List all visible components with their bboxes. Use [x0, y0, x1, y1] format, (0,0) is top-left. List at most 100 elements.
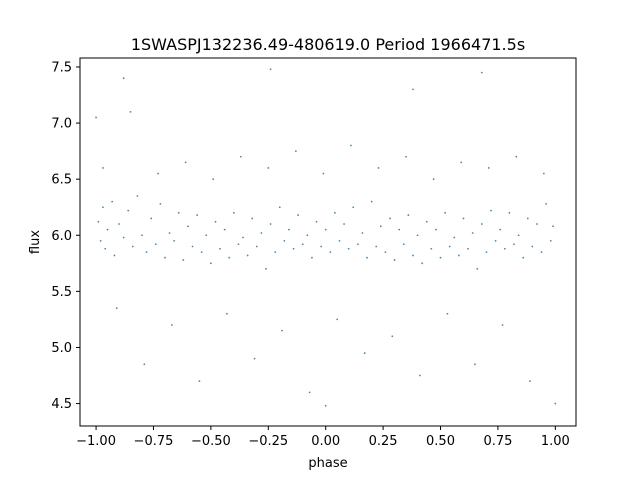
data-point: [288, 228, 290, 231]
data-point: [170, 324, 173, 326]
data-point: [366, 256, 368, 259]
data-point: [421, 262, 424, 265]
data-point: [253, 357, 256, 360]
data-point: [118, 223, 120, 225]
data-point: [384, 251, 387, 254]
x-tick-label: −1.00: [76, 434, 116, 449]
data-point: [542, 172, 545, 175]
data-point: [513, 243, 515, 246]
data-point: [104, 247, 107, 250]
data-point: [154, 243, 157, 246]
data-point: [474, 363, 476, 366]
data-point: [350, 144, 352, 147]
data-point: [379, 225, 382, 228]
data-point: [338, 239, 341, 242]
data-point: [127, 209, 130, 212]
y-tick-label: 5.0: [51, 341, 72, 356]
data-point: [297, 214, 300, 216]
data-point: [391, 335, 394, 338]
data-point: [439, 256, 442, 259]
data-point: [462, 217, 465, 220]
data-point: [265, 268, 267, 270]
data-point: [457, 254, 460, 257]
data-point: [159, 202, 162, 205]
data-point: [198, 380, 201, 383]
data-point: [294, 150, 297, 153]
data-point: [418, 374, 421, 377]
data-point: [471, 232, 474, 234]
data-point: [301, 243, 304, 246]
data-point: [503, 247, 506, 250]
data-point: [460, 161, 463, 164]
data-point: [177, 211, 180, 214]
data-point: [267, 167, 270, 169]
data-point: [212, 178, 215, 181]
data-point: [239, 155, 242, 158]
data-point: [260, 232, 263, 234]
data-point: [480, 223, 483, 225]
y-axis: 4.5 5.0 5.5 6.0 6.5 7.0 7.5: [51, 60, 80, 412]
data-point: [131, 245, 134, 248]
data-point: [308, 391, 311, 394]
data-point: [356, 243, 359, 246]
data-point: [377, 167, 380, 169]
data-point: [173, 239, 176, 242]
data-point: [361, 232, 364, 234]
data-point: [522, 256, 525, 259]
data-point: [501, 324, 504, 326]
data-point: [549, 239, 552, 242]
data-point: [136, 195, 139, 197]
data-point: [444, 211, 447, 214]
data-point: [336, 318, 339, 321]
data-point: [526, 217, 529, 220]
y-tick-label: 7.5: [51, 60, 72, 75]
data-point: [490, 209, 492, 212]
data-point: [184, 161, 187, 164]
data-point: [487, 167, 490, 169]
data-point: [448, 245, 451, 248]
data-point: [412, 254, 414, 257]
x-axis: −1.00 −0.75 −0.50 −0.25 0.00 0.25 0.50 0.75 1.00: [76, 426, 570, 449]
data-point: [141, 234, 143, 237]
data-point: [485, 251, 488, 254]
data-point: [363, 352, 366, 354]
data-point: [122, 236, 125, 239]
data-point: [480, 71, 483, 74]
data-point: [242, 236, 244, 239]
data-point: [536, 223, 538, 225]
data-point: [129, 110, 132, 113]
data-point: [393, 259, 396, 261]
data-point: [200, 251, 203, 254]
data-point: [531, 245, 534, 248]
data-point: [499, 228, 502, 231]
data-point: [106, 228, 109, 231]
data-point: [246, 254, 249, 257]
data-point: [187, 225, 189, 228]
x-tick-label: −0.75: [134, 434, 174, 449]
data-point: [329, 251, 332, 254]
data-point: [375, 245, 378, 248]
data-point: [97, 220, 100, 223]
data-point: [278, 206, 281, 209]
x-tick-label: 0.75: [483, 434, 512, 449]
data-point: [435, 228, 437, 231]
data-point: [143, 363, 146, 366]
data-point: [164, 256, 166, 259]
data-point: [214, 220, 217, 223]
data-point: [292, 247, 295, 250]
data-point: [430, 247, 433, 250]
y-tick-label: 4.5: [51, 397, 72, 412]
data-point: [306, 234, 309, 237]
y-tick-label: 6.5: [51, 173, 72, 188]
data-point: [145, 251, 148, 254]
data-point: [370, 200, 373, 203]
data-point: [255, 245, 258, 248]
data-point: [99, 239, 102, 242]
data-point: [347, 247, 350, 250]
x-axis-label: phase: [308, 456, 347, 471]
data-point: [529, 380, 531, 383]
data-point: [425, 220, 428, 223]
data-point: [274, 251, 277, 254]
y-axis-label: flux: [28, 230, 43, 254]
